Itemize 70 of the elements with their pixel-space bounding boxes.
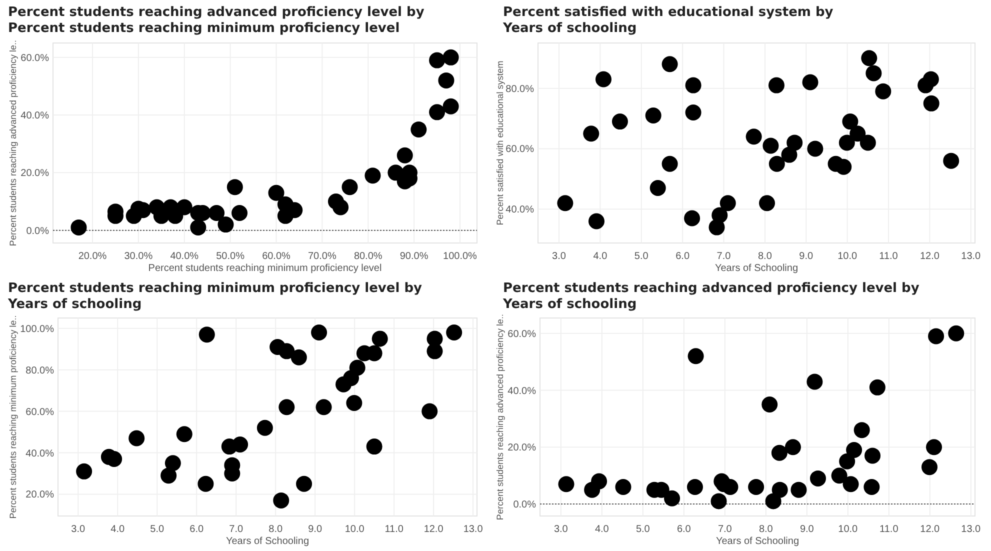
x-tick-label: 13.0 [961,524,982,535]
x-tick-label: 4.0 [110,524,126,535]
y-tick-label: 0.0% [26,226,50,237]
x-tick-label: 12.0 [424,524,444,535]
x-tick-label: 10.0 [344,524,365,535]
x-tick-label: 3.0 [554,524,568,535]
y-tick-label: 80.0% [26,365,54,376]
x-tick-label: 12.0 [920,251,940,262]
y-tick-label: 60.0% [506,144,534,156]
y-tick-label: 40.0% [20,110,50,122]
y-tick-label: 60.0% [508,328,536,340]
chart-title: Percent satisfied with educational system by Years of schooling [502,5,834,36]
y-axis-title: Percent students reaching advanced proficiency le.. [8,40,18,246]
y-axis-title: Percent students reaching minimum proficiency le.. [8,315,18,519]
y-tick-label: 80.0% [506,84,534,95]
x-tick-label: 70.0% [308,251,336,262]
y-tick-label: 60.0% [26,406,54,418]
x-tick-label: 60.0% [262,251,291,262]
y-axis-title: Percent satisfied with educational system [495,60,505,226]
x-tick-label: 30.0% [124,251,153,262]
x-axis-title: Years of Schooling [226,536,310,547]
x-tick-label: 5.0 [634,251,649,262]
chart-title: Percent students reaching minimum proficiency level by Years of schooling [7,281,422,312]
x-tick-label: 9.0 [308,524,322,535]
x-tick-label: 6.0 [676,524,692,535]
x-tick-label: 7.0 [716,251,732,262]
x-tick-label: 12.0 [920,524,940,535]
y-tick-label: 100.0% [20,324,54,335]
x-tick-label: 10.0 [838,524,858,535]
x-tick-label: 13.0 [463,524,484,535]
chart-title: Percent students reaching advanced proficiency level by Percent students reaching minimum proficiency level [8,5,425,36]
x-tick-label: 9.0 [799,251,814,262]
x-tick-label: 100.0% [443,251,478,262]
x-tick-label: 80.0% [354,251,382,262]
x-tick-label: 90.0% [400,251,428,262]
chart-title: Percent students reaching advanced proficiency level by Years of schooling [502,281,920,312]
x-tick-label: 3.0 [71,524,86,535]
x-tick-label: 5.0 [636,524,650,535]
x-tick-label: 8.0 [758,524,774,535]
x-tick-label: 11.0 [880,524,899,535]
y-axis-title: Percent students reaching advanced proficiency le.. [495,314,505,520]
x-tick-label: 8.0 [268,524,283,535]
x-axis-title: Years of Schooling [714,263,798,274]
y-tick-label: 40.0% [506,204,534,216]
x-tick-label: 50.0% [216,251,245,262]
x-tick-label: 20.0% [78,251,107,262]
x-tick-label: 7.0 [229,524,244,535]
x-tick-label: 3.0 [552,251,566,262]
x-tick-label: 6.0 [190,524,204,535]
x-tick-label: 7.0 [718,524,732,535]
y-tick-label: 0.0% [513,500,536,511]
x-tick-label: 5.0 [150,524,165,535]
x-tick-label: 11.0 [879,251,898,262]
x-tick-label: 10.0 [838,251,858,262]
x-axis-title: Percent students reaching minimum proficiency level [148,263,382,274]
y-tick-label: 20.0% [508,442,536,454]
x-tick-label: 8.0 [758,251,772,262]
x-tick-label: 4.0 [594,524,610,535]
y-tick-label: 60.0% [20,52,50,64]
x-tick-label: 13.0 [961,251,982,262]
y-tick-label: 40.0% [26,448,54,460]
y-tick-label: 40.0% [508,386,536,397]
y-tick-label: 20.0% [26,490,54,501]
x-tick-label: 4.0 [593,251,608,262]
x-tick-label: 40.0% [170,251,199,262]
x-tick-label: 6.0 [676,251,690,262]
x-tick-label: 9.0 [800,524,814,535]
y-tick-label: 20.0% [20,168,50,180]
x-tick-label: 11.0 [384,524,404,535]
x-axis-title: Years of Schooling [716,536,800,547]
